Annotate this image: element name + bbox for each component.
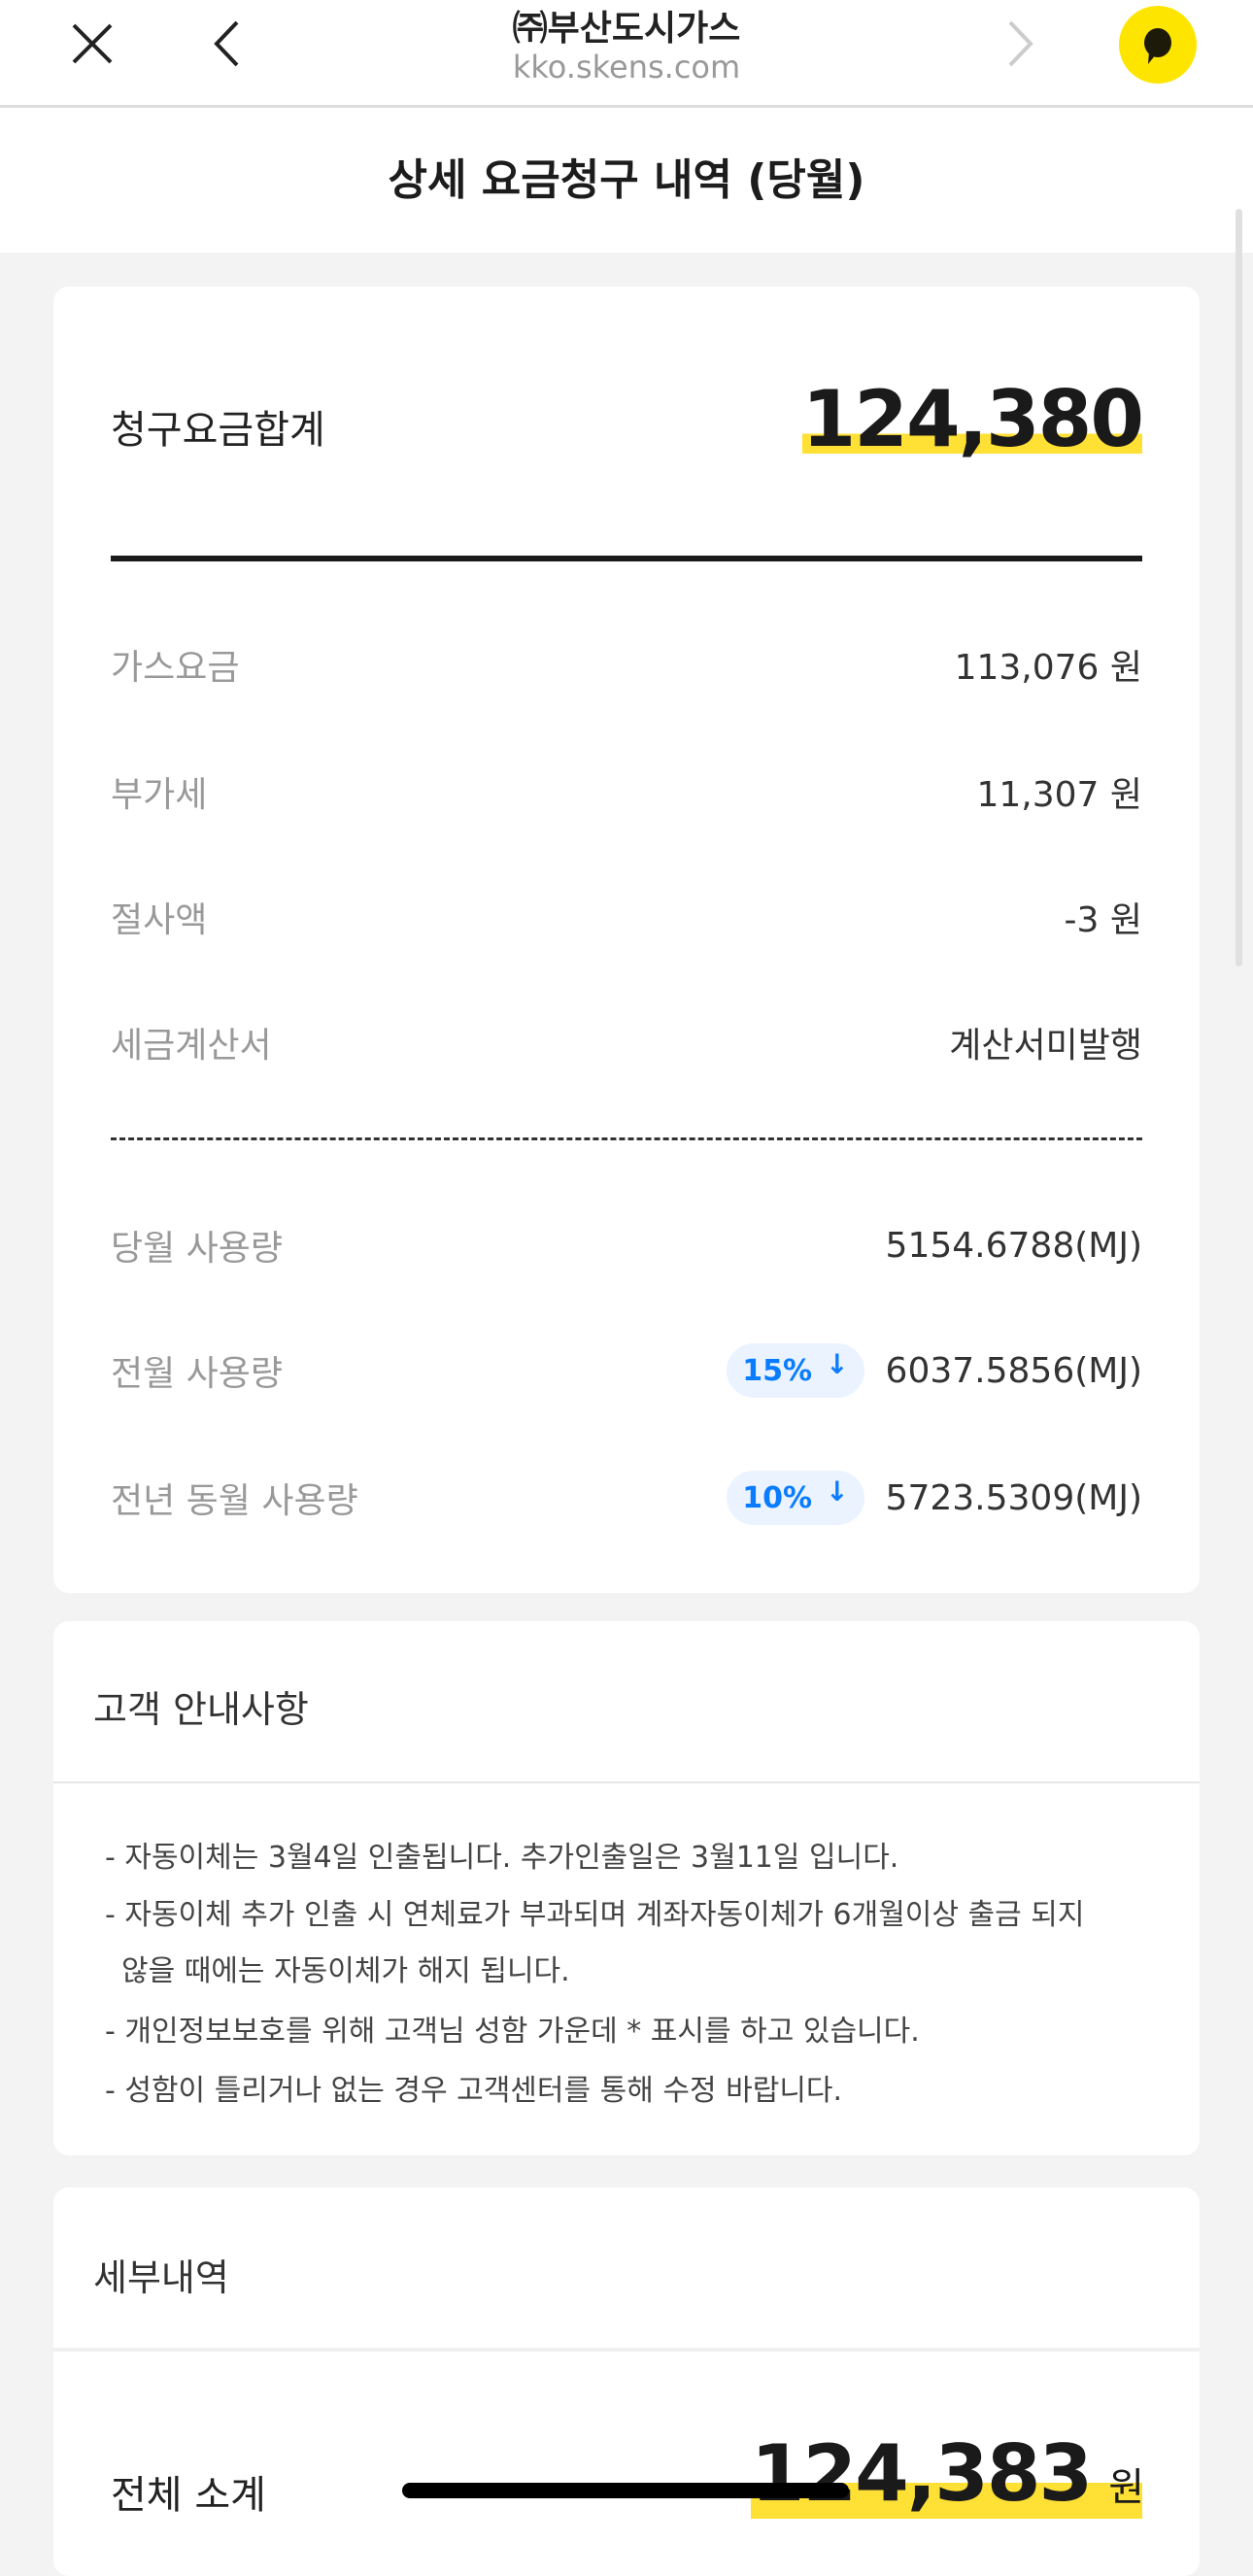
change-badge: 10% ↓ bbox=[727, 1471, 864, 1525]
total-label: 청구요금합계 bbox=[111, 408, 325, 453]
notice-line: - 성함이 틀리거나 없는 경우 고객센터를 통해 수정 바랍니다. bbox=[105, 2074, 843, 2108]
row-label: 당월 사용량 bbox=[111, 1229, 284, 1269]
divider bbox=[53, 1781, 1200, 1783]
close-icon[interactable] bbox=[70, 21, 115, 66]
notice-line: 않을 때에는 자동이체가 해지 됩니다. bbox=[121, 1954, 570, 1988]
kakao-button[interactable] bbox=[1119, 6, 1197, 84]
notice-line: - 자동이체 추가 인출 시 연체료가 부과되며 계좌자동이체가 6개월이상 출… bbox=[105, 1898, 1085, 1932]
notice-line: - 자동이체는 3월4일 인출됩니다. 추가인출일은 3월11일 입니다. bbox=[105, 1841, 899, 1875]
page-title: 상세 요금청구 내역 (당월) bbox=[0, 108, 1253, 253]
site-url: kko.skens.com bbox=[512, 49, 741, 85]
row-value: 113,076 원 bbox=[954, 648, 1142, 688]
charge-row: 가스요금 113,076 원 bbox=[111, 635, 1142, 694]
details-title: 세부내역 bbox=[93, 2256, 229, 2299]
subtotal-unit: 원 bbox=[1108, 2465, 1144, 2510]
notice-line: - 개인정보보호를 위해 고객님 성함 가운데 * 표시를 하고 있습니다. bbox=[105, 2015, 920, 2049]
browser-top-bar: ㈜부산도시가스 kko.skens.com bbox=[0, 0, 1253, 108]
arrow-down-icon: ↓ bbox=[826, 1474, 849, 1508]
back-icon[interactable] bbox=[212, 19, 241, 68]
divider bbox=[53, 2348, 1200, 2352]
usage-row: 전년 동월 사용량 10% ↓ 5723.5309(MJ) bbox=[111, 1469, 1142, 1527]
row-label: 세금계산서 bbox=[111, 1026, 272, 1066]
divider bbox=[111, 556, 1142, 561]
row-value: 11,307 원 bbox=[976, 775, 1142, 815]
forward-icon[interactable] bbox=[1006, 19, 1035, 68]
notice-title: 고객 안내사항 bbox=[93, 1688, 309, 1731]
home-indicator[interactable] bbox=[402, 2483, 849, 2498]
row-value: 계산서미발행 bbox=[949, 1026, 1142, 1066]
site-name: ㈜부산도시가스 bbox=[512, 9, 741, 49]
row-value: 5154.6788(MJ) bbox=[885, 1225, 1142, 1266]
subtotal-amount: 124,383 bbox=[750, 2428, 1093, 2519]
row-value: 6037.5856(MJ) bbox=[885, 1350, 1142, 1391]
row-label: 전월 사용량 bbox=[111, 1354, 284, 1394]
arrow-down-icon: ↓ bbox=[826, 1347, 849, 1380]
row-label: 절사액 bbox=[111, 900, 208, 940]
total-value: 124,380 bbox=[801, 374, 1144, 464]
usage-row: 전월 사용량 15% ↓ 6037.5856(MJ) bbox=[111, 1341, 1142, 1400]
badge-percent: 10% bbox=[742, 1480, 813, 1515]
row-label: 전년 동월 사용량 bbox=[111, 1481, 358, 1521]
row-value: 5723.5309(MJ) bbox=[885, 1477, 1142, 1518]
charge-row: 부가세 11,307 원 bbox=[111, 763, 1142, 821]
scrollbar[interactable] bbox=[1236, 209, 1242, 966]
subtotal-value: 124,383 원 bbox=[750, 2428, 1144, 2519]
row-label: 가스요금 bbox=[111, 648, 240, 688]
row-value: -3 원 bbox=[1064, 900, 1142, 940]
chat-bubble-icon bbox=[1144, 28, 1171, 64]
usage-row: 당월 사용량 5154.6788(MJ) bbox=[111, 1216, 1142, 1274]
bill-summary-card: 청구요금합계 124,380 가스요금 113,076 원 부가세 11,307 원… bbox=[53, 287, 1200, 1593]
badge-percent: 15% bbox=[742, 1353, 813, 1388]
dashed-divider bbox=[111, 1137, 1142, 1140]
change-badge: 15% ↓ bbox=[727, 1343, 864, 1398]
charge-row: 세금계산서 계산서미발행 bbox=[111, 1013, 1142, 1071]
row-label: 부가세 bbox=[111, 775, 208, 815]
notice-card: 고객 안내사항 - 자동이체는 3월4일 인출됩니다. 추가인출일은 3월11일… bbox=[53, 1621, 1200, 2155]
charge-row: 절사액 -3 원 bbox=[111, 888, 1142, 946]
subtotal-label: 전체 소계 bbox=[111, 2473, 266, 2518]
details-card: 세부내역 전체 소계 124,383 원 bbox=[53, 2187, 1200, 2576]
